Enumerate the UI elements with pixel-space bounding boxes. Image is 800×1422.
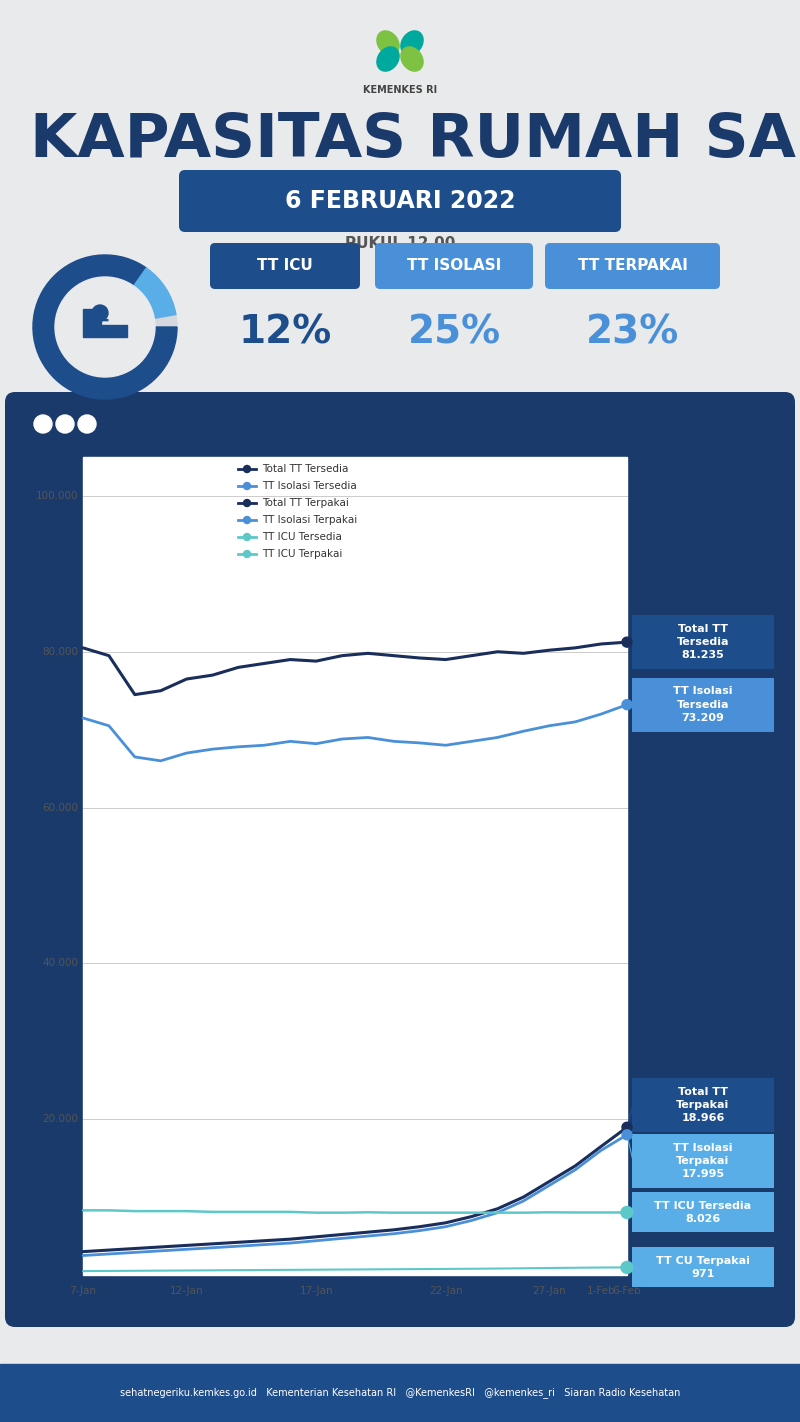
Circle shape — [243, 533, 250, 540]
Text: sehatnegeriku.kemkes.go.id   Kementerian Kesehatan RI   @KemenkesRI   @kemenkes_: sehatnegeriku.kemkes.go.id Kementerian K… — [120, 1388, 680, 1398]
FancyBboxPatch shape — [632, 1193, 774, 1233]
Text: KAPASITAS RUMAH SAKIT: KAPASITAS RUMAH SAKIT — [30, 111, 800, 169]
Wedge shape — [134, 267, 176, 319]
Circle shape — [56, 415, 74, 434]
Bar — [83, 309, 101, 326]
Text: Total TT Terpakai: Total TT Terpakai — [262, 498, 349, 508]
Text: ▬: ▬ — [93, 321, 114, 341]
Bar — [0, 1364, 800, 1422]
Text: 12-Jan: 12-Jan — [170, 1285, 203, 1295]
Text: 60.000: 60.000 — [42, 802, 78, 812]
FancyBboxPatch shape — [375, 243, 533, 289]
Bar — [83, 326, 127, 337]
Text: Total TT Tersedia: Total TT Tersedia — [262, 464, 348, 474]
Text: Total TT
Terpakai
18.966: Total TT Terpakai 18.966 — [676, 1086, 730, 1123]
Text: 6 FEBRUARI 2022: 6 FEBRUARI 2022 — [285, 189, 515, 213]
Text: 25%: 25% — [407, 313, 501, 351]
Text: 22-Jan: 22-Jan — [429, 1285, 462, 1295]
Text: Total TT
Tersedia
81.235: Total TT Tersedia 81.235 — [677, 624, 730, 660]
Circle shape — [243, 516, 250, 523]
Circle shape — [621, 1206, 633, 1219]
Text: TT Isolasi Tersedia: TT Isolasi Tersedia — [262, 481, 357, 491]
Circle shape — [622, 700, 632, 710]
Ellipse shape — [401, 47, 423, 71]
Text: ━: ━ — [99, 314, 107, 328]
Circle shape — [622, 637, 632, 647]
FancyBboxPatch shape — [632, 678, 774, 732]
Text: 40.000: 40.000 — [42, 958, 78, 968]
Text: TT ICU Terpakai: TT ICU Terpakai — [262, 549, 342, 559]
Text: TT ICU Tersedia
8.026: TT ICU Tersedia 8.026 — [654, 1200, 751, 1224]
FancyBboxPatch shape — [632, 616, 774, 670]
Circle shape — [34, 415, 52, 434]
FancyBboxPatch shape — [632, 1133, 774, 1187]
Circle shape — [243, 482, 250, 489]
Bar — [83, 456, 627, 1276]
Circle shape — [92, 304, 108, 321]
Ellipse shape — [377, 47, 399, 71]
Circle shape — [622, 1122, 632, 1132]
Text: 20.000: 20.000 — [42, 1115, 78, 1125]
Text: TT Isolasi Terpakai: TT Isolasi Terpakai — [262, 515, 358, 525]
Text: 7-Jan: 7-Jan — [70, 1285, 97, 1295]
Circle shape — [55, 277, 155, 377]
Circle shape — [621, 1261, 633, 1274]
FancyBboxPatch shape — [210, 243, 360, 289]
FancyBboxPatch shape — [5, 392, 795, 1327]
Text: PUKUL 12.00: PUKUL 12.00 — [345, 236, 455, 252]
Text: TT ICU: TT ICU — [257, 259, 313, 273]
Text: TT ISOLASI: TT ISOLASI — [407, 259, 501, 273]
Text: TT Isolasi
Tersedia
73.209: TT Isolasi Tersedia 73.209 — [674, 687, 733, 722]
Text: TT Isolasi
Terpakai
17.995: TT Isolasi Terpakai 17.995 — [674, 1143, 733, 1179]
Text: 100.000: 100.000 — [35, 491, 78, 501]
Text: TT ICU Tersedia: TT ICU Tersedia — [262, 532, 342, 542]
Ellipse shape — [401, 31, 423, 55]
Text: KEMENKES RI: KEMENKES RI — [363, 85, 437, 95]
Circle shape — [622, 1130, 632, 1140]
Text: 6-Feb: 6-Feb — [613, 1285, 642, 1295]
FancyBboxPatch shape — [632, 1078, 774, 1132]
Circle shape — [243, 550, 250, 557]
Text: 1-Feb: 1-Feb — [586, 1285, 615, 1295]
Circle shape — [243, 465, 250, 472]
Text: 27-Jan: 27-Jan — [533, 1285, 566, 1295]
Wedge shape — [33, 255, 177, 400]
Text: 23%: 23% — [586, 313, 679, 351]
FancyBboxPatch shape — [632, 1247, 774, 1287]
Text: TT TERPAKAI: TT TERPAKAI — [578, 259, 687, 273]
Text: TT CU Terpakai
971: TT CU Terpakai 971 — [656, 1256, 750, 1278]
Text: 80.000: 80.000 — [42, 647, 78, 657]
Text: 12%: 12% — [238, 313, 332, 351]
FancyBboxPatch shape — [179, 171, 621, 232]
FancyBboxPatch shape — [545, 243, 720, 289]
Circle shape — [243, 499, 250, 506]
Circle shape — [78, 415, 96, 434]
Ellipse shape — [377, 31, 399, 55]
Text: 17-Jan: 17-Jan — [299, 1285, 333, 1295]
Circle shape — [33, 255, 177, 400]
